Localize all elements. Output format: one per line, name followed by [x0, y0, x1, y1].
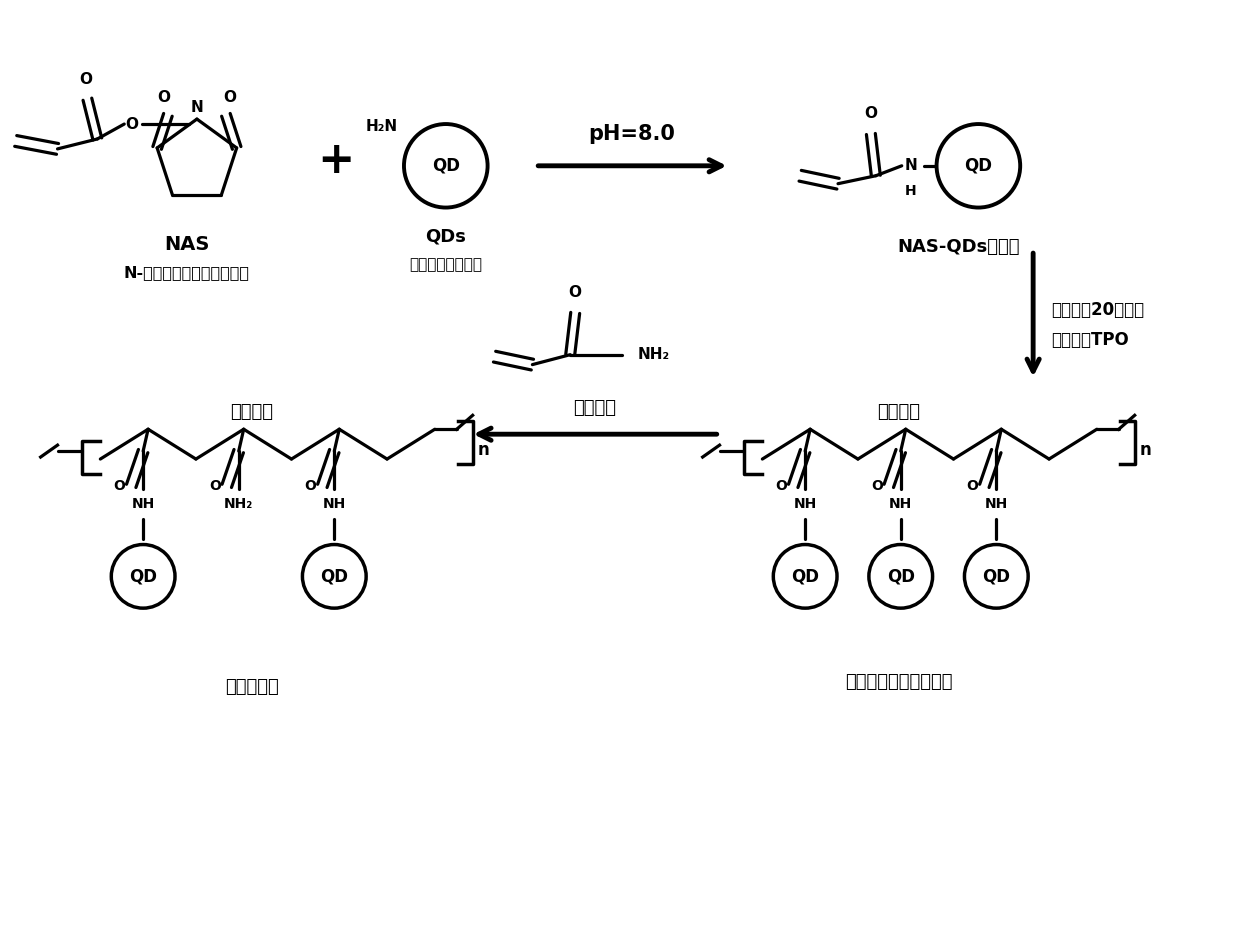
- Text: NH: NH: [322, 497, 346, 511]
- Circle shape: [774, 545, 837, 608]
- Text: QD: QD: [320, 567, 348, 586]
- Text: O: O: [113, 479, 125, 493]
- Text: pH=8.0: pH=8.0: [589, 124, 676, 144]
- Text: QD: QD: [129, 567, 157, 586]
- Text: 荧光焐灯，低荧光强度: 荧光焐灯，低荧光强度: [844, 672, 952, 691]
- Text: NH: NH: [131, 497, 155, 511]
- Text: NH₂: NH₂: [637, 347, 670, 362]
- Text: N: N: [191, 100, 203, 115]
- Text: H: H: [905, 184, 916, 198]
- Text: 高荧光强度: 高荧光强度: [224, 678, 279, 696]
- Text: +: +: [317, 139, 355, 182]
- Text: O: O: [864, 106, 878, 121]
- Text: O: O: [870, 479, 883, 493]
- Text: 紫外照射20分钟；: 紫外照射20分钟；: [1052, 301, 1145, 318]
- Text: 聚合反应: 聚合反应: [877, 403, 920, 421]
- Text: O: O: [569, 285, 582, 300]
- Text: N: N: [904, 158, 918, 174]
- Text: QD: QD: [791, 567, 820, 586]
- Circle shape: [404, 124, 487, 207]
- Text: O: O: [966, 479, 978, 493]
- Text: 水溶性氨基量子点: 水溶性氨基量子点: [409, 257, 482, 272]
- Text: QDs: QDs: [425, 228, 466, 246]
- Text: 光引发剥TPO: 光引发剥TPO: [1052, 331, 1128, 348]
- Text: NH: NH: [794, 497, 817, 511]
- Circle shape: [303, 545, 366, 608]
- Text: 聚合反应: 聚合反应: [231, 403, 273, 421]
- Text: NAS: NAS: [164, 235, 210, 254]
- Text: QD: QD: [965, 157, 992, 175]
- Text: O: O: [305, 479, 316, 493]
- Text: QD: QD: [887, 567, 915, 586]
- Text: n: n: [477, 441, 490, 459]
- Text: QD: QD: [982, 567, 1011, 586]
- Circle shape: [112, 545, 175, 608]
- Text: O: O: [79, 72, 92, 87]
- Text: NAS-QDs复合物: NAS-QDs复合物: [898, 238, 1019, 256]
- Text: NH₂: NH₂: [224, 497, 253, 511]
- Text: QD: QD: [432, 157, 460, 175]
- Text: O: O: [157, 90, 170, 105]
- Text: NH: NH: [889, 497, 913, 511]
- Text: NH: NH: [985, 497, 1008, 511]
- Text: n: n: [1140, 441, 1152, 459]
- Text: N-羟基琉珀酰亚胺丙烯酸酯: N-羟基琉珀酰亚胺丙烯酸酯: [124, 265, 250, 280]
- Text: O: O: [208, 479, 221, 493]
- Text: H₂N: H₂N: [366, 119, 398, 134]
- Text: 丙烯酰胺: 丙烯酰胺: [574, 400, 616, 417]
- Circle shape: [869, 545, 932, 608]
- Text: O: O: [125, 117, 139, 132]
- Circle shape: [936, 124, 1021, 207]
- Text: O: O: [223, 90, 237, 105]
- Text: O: O: [775, 479, 787, 493]
- Circle shape: [965, 545, 1028, 608]
